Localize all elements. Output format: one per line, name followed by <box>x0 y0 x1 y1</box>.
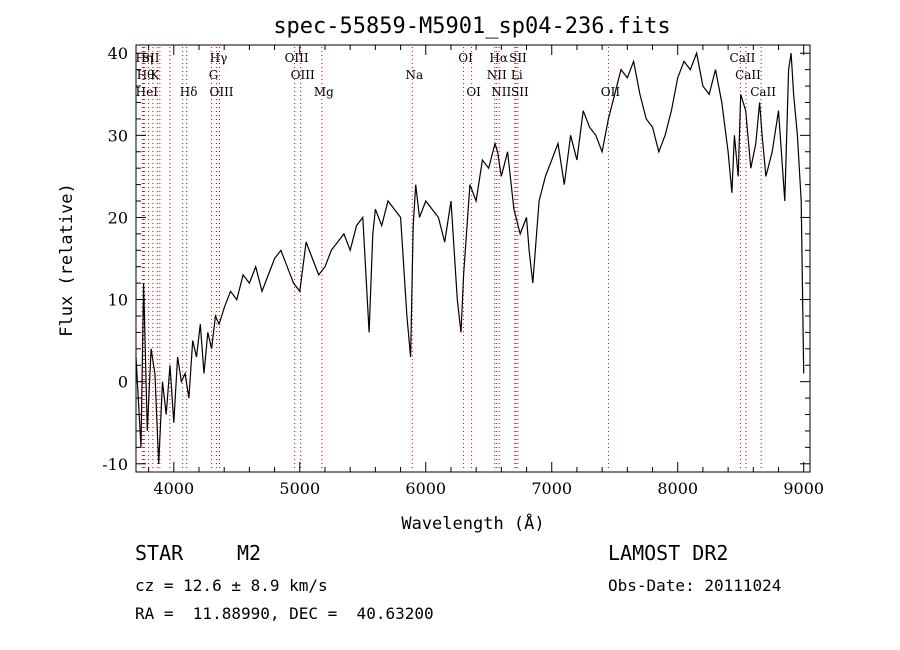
redshift-value: cz = 12.6 ± 8.9 km/s <box>135 576 328 595</box>
line-marker-label: SII <box>511 85 529 99</box>
y-tick-label: 20 <box>108 208 128 227</box>
x-tick-label: 9000 <box>783 479 824 498</box>
line-marker-label: CaII <box>730 51 756 65</box>
survey-name: LAMOST DR2 <box>608 541 729 565</box>
line-marker-label: CaII <box>735 68 761 82</box>
y-tick-label: 40 <box>108 44 128 63</box>
line-marker-label: OIII <box>209 85 233 99</box>
line-marker-label: Li <box>511 68 523 82</box>
line-marker-label: Mg <box>314 85 334 99</box>
line-marker-label: OIII <box>291 68 315 82</box>
line-marker-label: Hγ <box>210 51 228 65</box>
x-axis-label: Wavelength (Å) <box>401 512 544 534</box>
chart-title: spec-55859-M5901_sp04-236.fits <box>273 14 670 39</box>
line-markers: Hη Hθ HeI SII K Hδ G Hγ OIII OIII OIII Mg Na OI OI NII H… <box>135 47 776 470</box>
spectrum-line <box>135 51 805 464</box>
line-marker-label: OII <box>601 85 621 99</box>
x-tick-label: 4000 <box>153 479 194 498</box>
y-tick-label: 0 <box>118 373 128 392</box>
object-subclass: M2 <box>237 541 262 565</box>
object-class: STAR <box>135 541 184 565</box>
y-tick-label: -10 <box>102 455 128 474</box>
y-tick-label: 30 <box>108 126 128 145</box>
x-tick-label: 6000 <box>405 479 446 498</box>
line-marker-label: G <box>209 68 219 82</box>
line-marker-label: OI <box>466 85 481 99</box>
y-axis-label: Flux (relative) <box>57 183 77 337</box>
line-marker-label: SII <box>142 51 160 65</box>
x-tick-label: 8000 <box>657 479 698 498</box>
axes: 4000 5000 6000 7000 8000 9000 -10 0 10 20 30 40 <box>102 44 824 498</box>
line-marker-label: NII <box>491 85 511 99</box>
x-tick-label: 7000 <box>531 479 572 498</box>
line-marker-label: K <box>150 68 160 82</box>
observation-date: Obs-Date: 20111024 <box>608 576 782 595</box>
line-marker-label: Hθ <box>137 68 155 82</box>
line-marker-label: OIII <box>285 51 309 65</box>
line-marker-label: Hα <box>489 51 508 65</box>
line-marker-label: HeI <box>136 85 159 99</box>
coordinates: RA = 11.88990, DEC = 40.63200 <box>135 604 434 623</box>
line-marker-label: CaII <box>750 85 776 99</box>
line-marker-label: OI <box>458 51 473 65</box>
y-tick-label: 10 <box>108 291 128 310</box>
line-marker-label: Hη <box>135 51 153 65</box>
x-tick-label: 5000 <box>279 479 320 498</box>
line-marker-label: SII <box>509 51 527 65</box>
line-marker-label: Hδ <box>180 85 198 99</box>
plot-frame <box>135 44 811 473</box>
line-marker-label: Na <box>405 68 423 82</box>
spectrum-series <box>135 51 805 464</box>
